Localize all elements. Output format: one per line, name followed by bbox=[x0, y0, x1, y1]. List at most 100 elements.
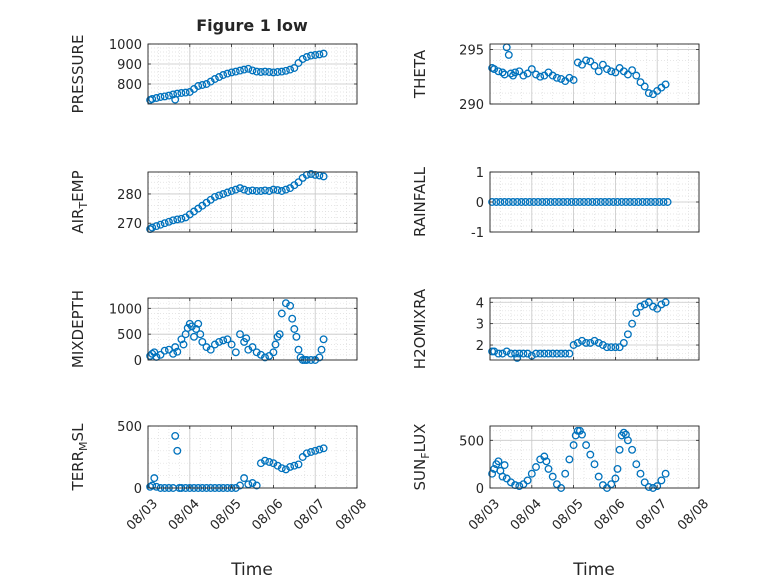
data-point bbox=[611, 343, 620, 352]
y-tick-label: 0 bbox=[134, 354, 142, 369]
data-point bbox=[319, 49, 328, 58]
y-tick-label: 295 bbox=[459, 43, 484, 58]
data-point bbox=[565, 73, 574, 82]
data-point bbox=[198, 81, 207, 89]
data-point bbox=[607, 480, 616, 489]
data-point bbox=[240, 185, 249, 194]
data-point bbox=[532, 463, 540, 471]
data-point bbox=[623, 70, 632, 79]
y-axis-label: TERRMSL bbox=[69, 423, 90, 492]
data-point bbox=[275, 330, 284, 339]
data-point bbox=[567, 198, 576, 206]
y-tick-label: 0 bbox=[476, 196, 484, 211]
y-tick-label: 4 bbox=[476, 296, 484, 311]
data-point bbox=[657, 476, 666, 485]
data-point bbox=[502, 347, 511, 356]
data-point bbox=[307, 51, 315, 60]
data-point bbox=[575, 198, 584, 206]
data-point bbox=[550, 198, 559, 206]
data-point bbox=[490, 347, 499, 356]
data-point bbox=[160, 92, 169, 101]
subplot-sun-flux: 0 500 08/03 08/04 08/05 08/06 08/07 08/08 SUNFLU… bbox=[411, 424, 712, 534]
data-point bbox=[615, 343, 624, 352]
data-point bbox=[571, 198, 580, 206]
data-point bbox=[210, 75, 219, 83]
y-axis-label: AIRTEMP bbox=[69, 170, 90, 233]
data-point bbox=[496, 198, 505, 206]
data-point bbox=[515, 349, 524, 358]
data-point bbox=[542, 457, 551, 466]
x-tick-label: 08/08 bbox=[675, 496, 712, 533]
data-point bbox=[561, 469, 570, 478]
data-point bbox=[661, 298, 670, 307]
data-point bbox=[298, 55, 307, 63]
data-point bbox=[538, 198, 547, 206]
data-point bbox=[640, 82, 649, 91]
subplot-air-temp: 270 280 AIRTEMP bbox=[69, 170, 358, 234]
data-point bbox=[315, 50, 324, 59]
data-point bbox=[227, 187, 236, 195]
data-point bbox=[169, 349, 178, 358]
data-point bbox=[294, 460, 303, 469]
data-point bbox=[582, 56, 591, 65]
subplot-mixdepth: 0 500 1000 MIXDEPTH bbox=[69, 290, 358, 369]
data-point bbox=[607, 67, 616, 76]
data-point bbox=[286, 65, 295, 74]
data-point bbox=[181, 88, 190, 97]
data-point bbox=[252, 348, 261, 357]
data-point bbox=[236, 481, 244, 490]
data-point bbox=[156, 93, 165, 101]
data-point bbox=[546, 198, 555, 206]
y-tick-label: 500 bbox=[117, 328, 142, 343]
data-point bbox=[573, 338, 582, 347]
data-point bbox=[294, 178, 303, 187]
data-point bbox=[536, 349, 545, 358]
data-point bbox=[231, 67, 240, 76]
data-point bbox=[177, 214, 186, 223]
data-point bbox=[194, 319, 203, 328]
y-tick-label: 900 bbox=[117, 58, 142, 73]
data-point bbox=[290, 64, 299, 72]
y-axis-label: RAINFALL bbox=[411, 166, 429, 237]
data-point bbox=[594, 67, 603, 76]
data-point bbox=[256, 187, 265, 195]
data-point bbox=[500, 198, 509, 206]
data-point bbox=[210, 192, 219, 201]
data-point bbox=[594, 472, 603, 481]
data-point bbox=[609, 198, 618, 206]
data-point bbox=[506, 69, 515, 78]
data-point bbox=[219, 336, 228, 345]
subplot-terr-msl: 0 500 08/03 08/04 08/05 08/06 08/07 08/08 TERRMS… bbox=[69, 420, 370, 534]
data-point bbox=[269, 459, 278, 468]
axes-frame bbox=[489, 297, 700, 361]
data-point bbox=[252, 481, 261, 490]
y-tick-label: 500 bbox=[459, 434, 484, 449]
data-point bbox=[655, 198, 664, 206]
data-point bbox=[532, 349, 540, 358]
data-point bbox=[273, 68, 282, 76]
axes-frame bbox=[147, 425, 358, 489]
data-point bbox=[171, 343, 180, 352]
x-tick-label: 08/04 bbox=[508, 496, 545, 533]
data-point bbox=[148, 223, 157, 232]
x-tick-label: 08/03 bbox=[124, 496, 161, 533]
data-point bbox=[552, 349, 561, 358]
data-point bbox=[248, 479, 257, 487]
data-point bbox=[498, 68, 507, 77]
data-point bbox=[265, 187, 274, 195]
data-point bbox=[164, 217, 173, 226]
data-point bbox=[148, 95, 157, 103]
data-point bbox=[544, 464, 553, 473]
data-point bbox=[498, 472, 507, 481]
data-point bbox=[273, 461, 282, 470]
data-point bbox=[265, 458, 274, 466]
data-point bbox=[628, 66, 637, 75]
data-point bbox=[248, 66, 257, 75]
data-point bbox=[519, 71, 528, 80]
data-point bbox=[548, 349, 557, 358]
data-point bbox=[586, 338, 595, 347]
data-point bbox=[565, 455, 574, 464]
data-point bbox=[265, 68, 274, 76]
data-point bbox=[173, 446, 182, 455]
data-point bbox=[215, 73, 224, 81]
